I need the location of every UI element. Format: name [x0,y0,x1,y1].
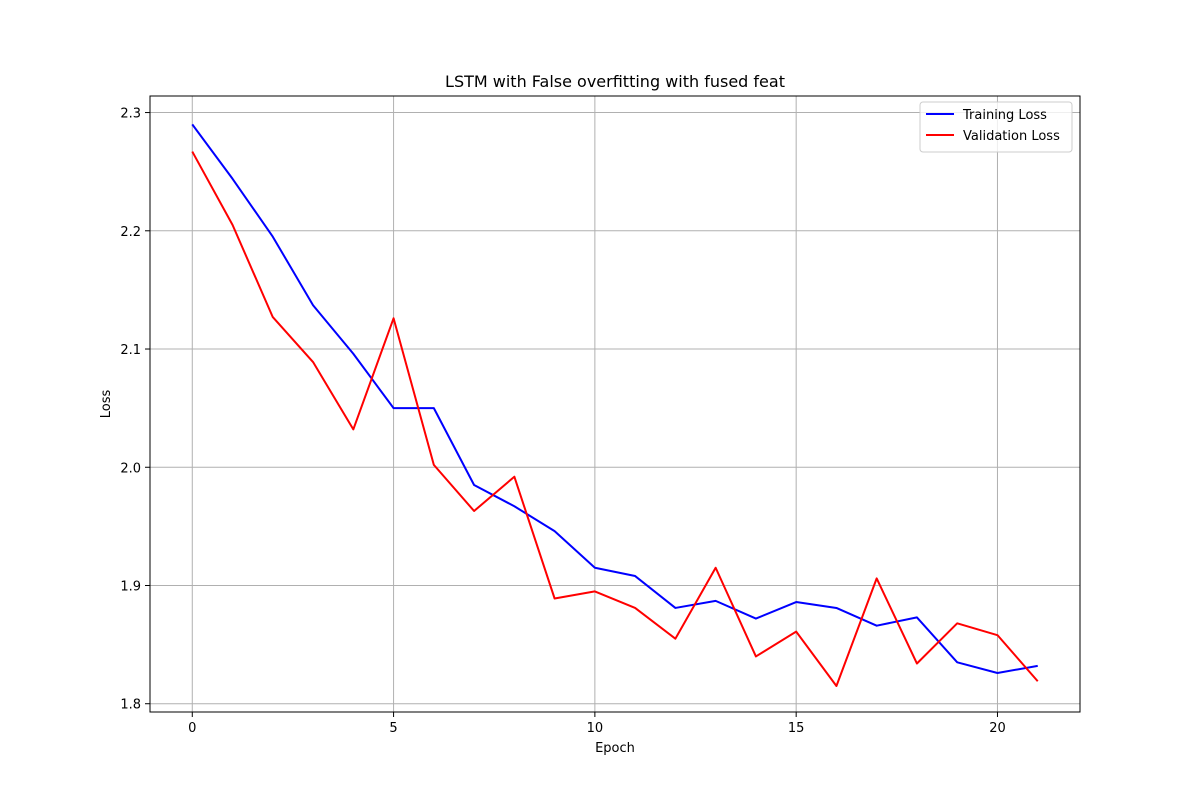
y-tick-label: 1.8 [120,698,141,713]
legend: Training Loss Validation Loss [919,101,1073,153]
y-axis-label: Loss [99,390,114,419]
x-tick-label: 10 [587,721,604,736]
y-tick-label: 2.1 [120,343,141,358]
y-tick-label: 2.0 [120,461,141,476]
y-tick-label: 1.9 [120,579,141,594]
axis-ticks: 0 5 10 15 20 1.8 1.9 2.0 2.1 2.2 2.3 [120,107,1005,736]
x-tick-label: 15 [788,721,805,736]
series-lines [191,123,1039,687]
y-tick-label: 2.3 [120,107,141,122]
y-tick-label: 2.2 [120,225,141,240]
x-tick-label: 0 [188,721,196,736]
legend-label-validation-loss: Validation Loss [963,129,1060,144]
chart-title: LSTM with False overfitting with fused f… [445,72,785,91]
x-tick-label: 20 [989,721,1006,736]
series-line-validation-loss [191,151,1039,687]
plot-frame [149,95,1081,713]
legend-label-training-loss: Training Loss [962,108,1047,123]
x-axis-label: Epoch [595,741,635,756]
legend-box [919,101,1073,153]
x-tick-label: 5 [389,721,397,736]
